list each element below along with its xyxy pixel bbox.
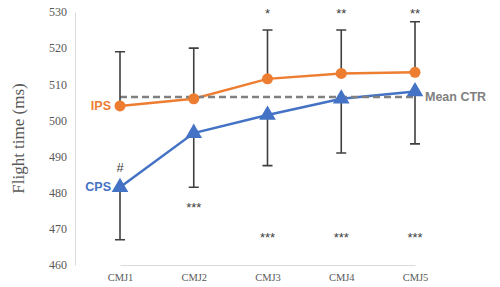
series-marker xyxy=(112,178,129,192)
x-tick: CMJ5 xyxy=(403,265,429,283)
series-label: IPS xyxy=(91,99,111,113)
y-axis: 460 470 480 490 500 510 520 530 xyxy=(49,5,76,272)
y-tick-label: 530 xyxy=(49,5,67,19)
y-tick-label: 480 xyxy=(49,186,67,200)
y-tick: 470 xyxy=(49,222,75,236)
series-label: Mean CTR xyxy=(425,90,486,104)
error-bar xyxy=(410,22,420,73)
x-tick-label: CMJ1 xyxy=(108,272,134,283)
x-axis: CMJ1 CMJ2 CMJ3 CMJ4 CMJ5 xyxy=(108,265,429,283)
x-tick-label: CMJ2 xyxy=(181,272,207,283)
y-tick: 530 xyxy=(49,5,75,19)
y-tick-label: 500 xyxy=(49,114,67,128)
error-bar xyxy=(336,30,346,73)
y-tick: 500 xyxy=(49,114,75,128)
series-marker xyxy=(336,68,347,79)
y-axis-title: Flight time (ms) xyxy=(9,83,28,194)
error-bar xyxy=(263,30,273,79)
chart: 460 470 480 490 500 510 520 530 CMJ1 CMJ2 CMJ3 CMJ4… xyxy=(0,0,500,287)
y-tick: 510 xyxy=(49,78,75,92)
x-axis-line xyxy=(121,265,416,266)
y-tick: 520 xyxy=(49,41,75,55)
series-line xyxy=(120,96,415,99)
y-tick-label: 510 xyxy=(49,78,67,92)
error-bar xyxy=(115,52,125,106)
annotation: *** xyxy=(407,230,422,245)
annotation: # xyxy=(116,160,124,175)
error-bar xyxy=(189,133,199,187)
y-tick: 490 xyxy=(49,150,75,164)
annotation: ** xyxy=(410,6,420,21)
y-tick-label: 520 xyxy=(49,41,67,55)
series-marker xyxy=(188,93,199,104)
x-tick-label: CMJ4 xyxy=(329,272,355,283)
series-marker xyxy=(185,123,202,137)
annotation: *** xyxy=(260,230,275,245)
series-marker xyxy=(333,89,350,103)
x-tick-label: CMJ3 xyxy=(255,272,281,283)
error-bar xyxy=(115,187,125,239)
error-bar xyxy=(263,115,273,166)
y-tick-label: 490 xyxy=(49,150,67,164)
series-line xyxy=(120,72,415,106)
x-tick-label: CMJ5 xyxy=(403,272,429,283)
error-bar xyxy=(410,92,420,144)
x-tick: CMJ1 xyxy=(108,265,134,283)
y-tick-label: 470 xyxy=(49,222,67,236)
plot-area xyxy=(112,22,424,240)
y-tick: 480 xyxy=(49,186,75,200)
x-tick: CMJ3 xyxy=(255,265,281,283)
annotation: ** xyxy=(336,6,346,21)
x-tick: CMJ4 xyxy=(329,265,355,283)
series-marker xyxy=(115,100,126,111)
series-marker xyxy=(407,82,424,96)
series-marker xyxy=(259,105,276,119)
error-bar xyxy=(189,48,199,99)
y-axis-line xyxy=(75,13,76,266)
series-line xyxy=(120,92,415,188)
error-bar xyxy=(336,99,346,153)
y-tick-label: 460 xyxy=(49,258,67,272)
annotation: *** xyxy=(186,200,201,215)
annotation: *** xyxy=(334,230,349,245)
x-tick: CMJ2 xyxy=(181,265,207,283)
series-marker xyxy=(410,67,421,78)
series-label: CPS xyxy=(85,180,111,194)
y-tick: 460 xyxy=(49,258,75,272)
series-marker xyxy=(262,73,273,84)
annotation: * xyxy=(265,6,270,21)
